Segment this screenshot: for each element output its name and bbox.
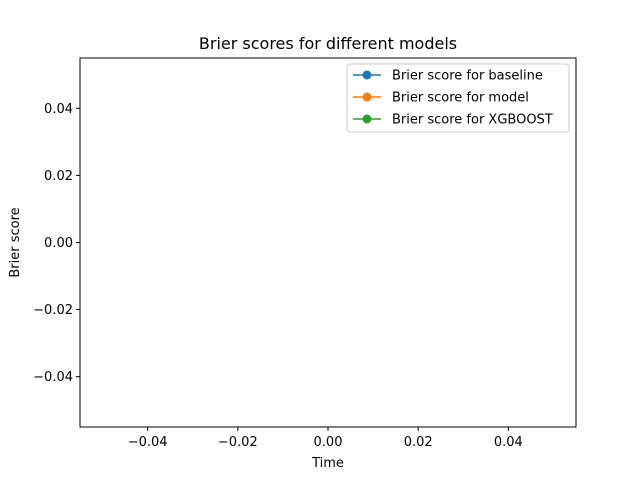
x-axis-label: Time	[311, 456, 344, 471]
x-tick-label: 0.00	[314, 435, 343, 450]
legend-label: Brier score for baseline	[392, 69, 543, 84]
y-axis-label: Brier score	[8, 207, 23, 277]
legend-swatch-marker	[362, 70, 372, 80]
y-tick-label: −0.02	[33, 303, 73, 318]
legend: Brier score for baseline Brier score for …	[346, 63, 570, 133]
x-tick-label: 0.02	[404, 435, 433, 450]
legend-box	[346, 63, 570, 133]
legend-label: Brier score for model	[392, 91, 529, 106]
plot-area-frame	[79, 57, 577, 428]
y-tick-label: 0.04	[44, 102, 73, 117]
ticks-layer: −0.04 −0.02 0.00 0.02 0.04 −0.04 −0.02 0.00 0.02…	[33, 102, 523, 450]
legend-swatch-marker	[362, 114, 372, 124]
y-tick-label: 0.02	[44, 169, 73, 184]
x-tick-label: 0.04	[494, 435, 523, 450]
x-tick-label: −0.04	[128, 435, 168, 450]
chart-title: Brier scores for different models	[199, 34, 457, 53]
x-tick-label: −0.02	[218, 435, 258, 450]
legend-label: Brier score for XGBOOST	[392, 113, 553, 128]
y-tick-label: 0.00	[44, 236, 73, 251]
y-tick-label: −0.04	[33, 370, 73, 385]
legend-swatch-marker	[362, 92, 372, 102]
